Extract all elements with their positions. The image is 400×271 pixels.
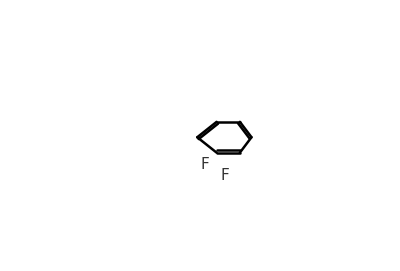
Text: F: F [201, 157, 209, 172]
Text: F: F [220, 168, 229, 183]
